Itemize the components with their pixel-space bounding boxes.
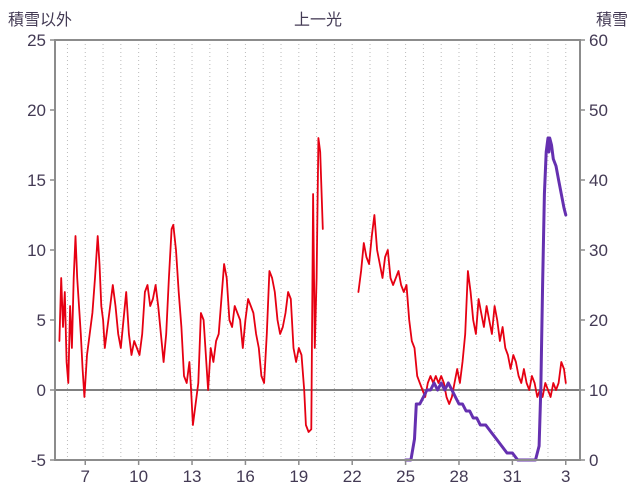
right-axis-label: 積雪 <box>595 12 628 29</box>
svg-text:20: 20 <box>589 311 608 330</box>
svg-text:15: 15 <box>27 171 46 190</box>
svg-text:25: 25 <box>396 467 415 486</box>
svg-text:25: 25 <box>27 31 46 50</box>
chart-title: 上一光 <box>293 12 342 29</box>
svg-text:10: 10 <box>27 241 46 260</box>
svg-text:60: 60 <box>589 31 608 50</box>
svg-text:0: 0 <box>589 451 598 470</box>
svg-text:22: 22 <box>343 467 362 486</box>
svg-text:40: 40 <box>589 171 608 190</box>
svg-text:0: 0 <box>37 381 46 400</box>
svg-text:30: 30 <box>589 241 608 260</box>
svg-text:7: 7 <box>81 467 90 486</box>
svg-text:19: 19 <box>289 467 308 486</box>
svg-text:-5: -5 <box>31 451 46 470</box>
left-axis-label: 積雪以外 <box>8 12 73 29</box>
svg-text:16: 16 <box>236 467 255 486</box>
svg-text:10: 10 <box>129 467 148 486</box>
svg-text:13: 13 <box>183 467 202 486</box>
svg-text:50: 50 <box>589 101 608 120</box>
svg-text:10: 10 <box>589 381 608 400</box>
svg-text:5: 5 <box>37 311 46 330</box>
svg-text:3: 3 <box>561 467 570 486</box>
svg-text:20: 20 <box>27 101 46 120</box>
svg-text:31: 31 <box>503 467 522 486</box>
svg-text:28: 28 <box>450 467 469 486</box>
